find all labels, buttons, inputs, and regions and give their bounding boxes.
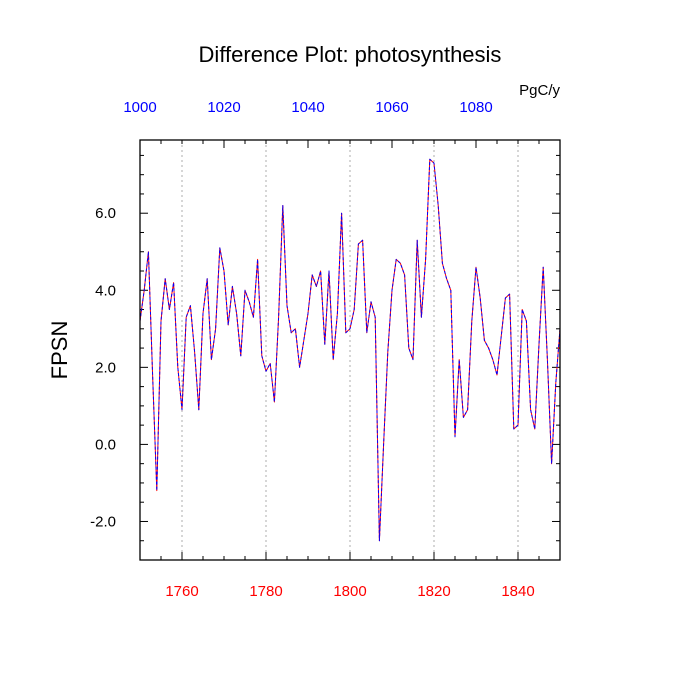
y-tick-label: 4.0	[95, 282, 116, 299]
x-tick-label-top: 1040	[291, 99, 324, 116]
y-tick-label: 0.0	[95, 436, 116, 453]
y-axis-label: FPSN	[47, 321, 72, 380]
x-tick-label-top: 1000	[123, 99, 156, 116]
y-tick-label: 2.0	[95, 359, 116, 376]
x-tick-label-top: 1080	[459, 99, 492, 116]
x-tick-label-bottom: 1800	[333, 583, 366, 600]
series-layer	[139, 158, 561, 542]
x-tick-label-bottom: 1840	[501, 583, 534, 600]
gridlines	[181, 140, 519, 560]
x-tick-label-top: 1020	[207, 99, 240, 116]
y-tick-label: 6.0	[95, 205, 116, 222]
x-tick-label-top: 1060	[375, 99, 408, 116]
x-tick-label-bottom: 1780	[249, 583, 282, 600]
series-line-blue	[139, 158, 561, 542]
x-tick-label-bottom: 1760	[165, 583, 198, 600]
units-label: PgC/y	[519, 82, 560, 99]
tick-labels: 1760 1780 1800 1820 1840 1000 1020 1040 1060 1080…	[90, 99, 535, 600]
chart-title: Difference Plot: photosynthesis	[199, 42, 502, 67]
x-tick-label-bottom: 1820	[417, 583, 450, 600]
plot-frame	[139, 139, 561, 561]
y-tick-label: -2.0	[90, 513, 116, 530]
